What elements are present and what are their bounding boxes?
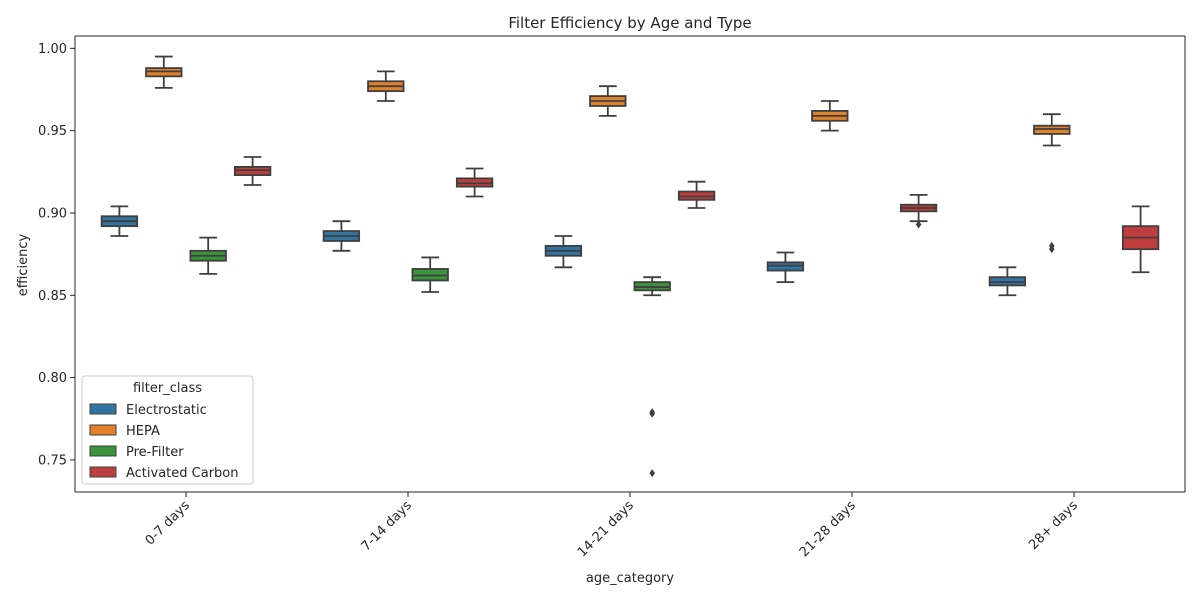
outlier-point — [649, 409, 655, 418]
y-tick-label: 0.80 — [38, 371, 67, 386]
outlier-point — [649, 469, 655, 478]
outlier-point — [915, 220, 922, 229]
box-group — [189, 236, 227, 275]
box-group — [411, 256, 449, 293]
x-axis-label: age_category — [586, 571, 674, 586]
y-tick-label: 0.75 — [38, 453, 67, 468]
box-group — [544, 235, 583, 269]
y-tick-label: 0.95 — [38, 124, 67, 139]
box-group — [988, 266, 1027, 297]
legend-swatch — [89, 466, 117, 478]
box-group — [677, 180, 716, 209]
legend-title: filter_class — [133, 381, 202, 396]
y-tick-label: 1.00 — [38, 42, 67, 57]
y-tick-label: 0.90 — [38, 206, 67, 221]
box-group — [145, 55, 183, 89]
legend-label: Electrostatic — [126, 403, 207, 418]
y-axis: 0.75 0.80 0.85 0.90 0.95 1.00 — [38, 36, 76, 492]
legend-label: HEPA — [126, 424, 160, 439]
plot-area — [75, 35, 1186, 492]
box-group — [589, 85, 627, 117]
legend-label: Activated Carbon — [126, 466, 239, 481]
legend-swatch — [89, 403, 117, 415]
box-group — [766, 251, 805, 284]
box-group — [233, 156, 272, 186]
legend-swatch — [89, 445, 117, 457]
legend-label: Pre-Filter — [126, 445, 184, 460]
box-group — [100, 205, 139, 237]
box-group — [1121, 205, 1160, 274]
legend-frame — [81, 375, 254, 485]
box-group — [455, 167, 494, 198]
chart-title: Filter Efficiency by Age and Type — [508, 14, 751, 32]
box-group — [811, 100, 849, 132]
y-tick-label: 0.85 — [38, 289, 67, 304]
box-group — [899, 193, 938, 229]
y-axis-label: efficiency — [16, 233, 31, 296]
outlier-point — [1049, 245, 1055, 254]
legend-swatch — [89, 424, 117, 436]
box-group — [322, 220, 361, 252]
box-group — [1033, 113, 1071, 254]
box-group — [367, 70, 405, 102]
box-group — [633, 276, 671, 478]
legend: filter_class Electrostatic HEPA Pre-Filter A… — [81, 375, 254, 485]
